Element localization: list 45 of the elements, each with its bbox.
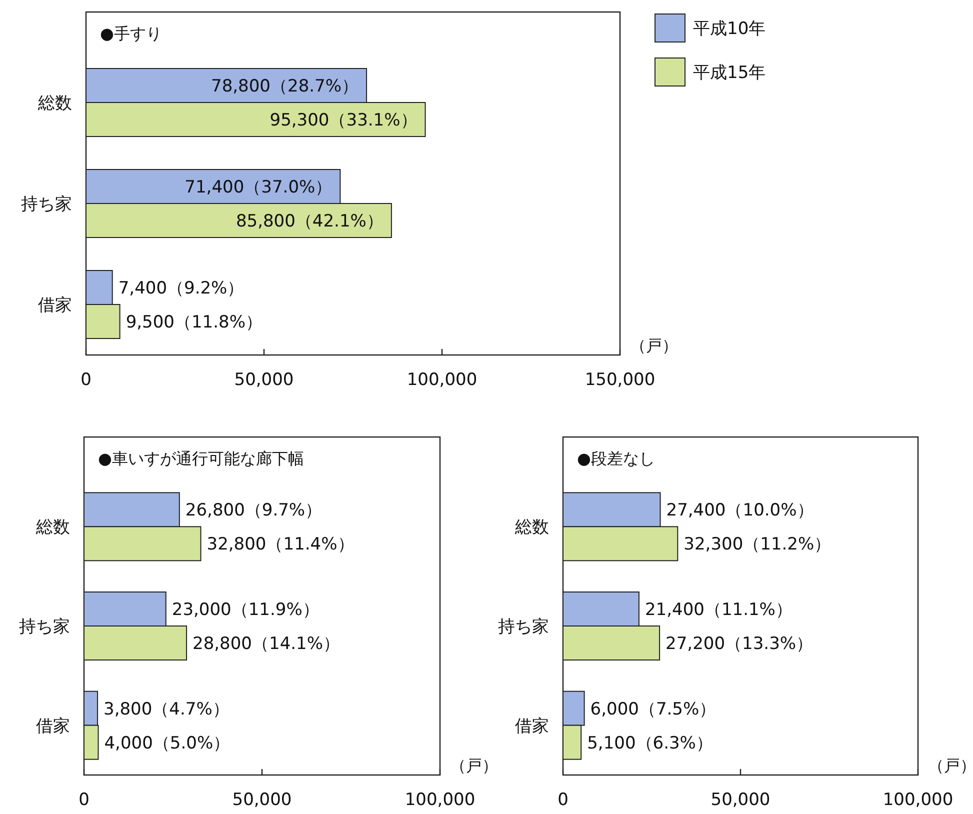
x-axis-title: （戸） (450, 756, 498, 775)
y-tick-label: 借家 (515, 716, 549, 736)
x-tick-label: 100,000 (406, 370, 478, 390)
y-tick-label: 総数 (37, 94, 72, 114)
text: ●車いすが通行可能な廊下幅 (98, 449, 304, 468)
data-label: 23,000（11.9%） (172, 600, 320, 620)
x-tick-label: 150,000 (584, 370, 656, 390)
data-label: 21,400（11.1%） (644, 600, 792, 620)
x-axis-title: （戸） (928, 756, 973, 775)
data-label: 32,800（11.4%） (206, 534, 354, 555)
text: ●手すり (100, 24, 162, 43)
data-label: 28,800（14.1%） (192, 634, 340, 654)
x-tick-label: 0 (80, 370, 92, 390)
y-tick-label: 持ち家 (19, 617, 70, 637)
x-tick-label: 100,000 (404, 790, 476, 810)
data-label: 3,800（4.7%） (104, 699, 230, 720)
x-tick-label: 0 (558, 790, 568, 810)
data-label: 5,100（6.3%） (587, 733, 713, 754)
legend-label: 平成15年 (693, 63, 766, 83)
y-tick-label: 借家 (36, 716, 70, 736)
x-axis-title: （戸） (630, 336, 678, 355)
data-label: 85,800（42.1%） (236, 212, 384, 232)
y-tick-label: 借家 (38, 296, 72, 316)
data-label: 26,800（9.7%） (185, 500, 322, 521)
data-label: 9,500（11.8%） (126, 312, 263, 332)
data-label: 4,000（5.0%） (104, 733, 230, 754)
data-label: 7,400（9.2%） (118, 278, 244, 298)
x-tick-label: 50,000 (234, 370, 294, 390)
x-tick-label: 0 (78, 790, 90, 810)
data-label: 6,000（7.5%） (590, 699, 716, 720)
y-tick-label: 総数 (35, 518, 70, 538)
data-label: 27,200（13.3%） (666, 634, 814, 654)
data-label: 71,400（37.0%） (184, 178, 332, 198)
data-label: 78,800（28.7%） (211, 76, 359, 96)
y-tick-label: 持ち家 (498, 617, 549, 637)
data-label: 95,300（33.1%） (270, 110, 418, 130)
x-tick-label: 50,000 (232, 790, 292, 810)
legend-label: 平成10年 (693, 19, 766, 39)
data-label: 32,300（11.2%） (684, 534, 832, 555)
data-label: 27,400（10.0%） (666, 500, 814, 521)
text: ●段差なし (577, 449, 655, 468)
y-tick-label: 持ち家 (21, 194, 72, 214)
y-tick-label: 総数 (514, 518, 549, 538)
x-tick-label: 50,000 (710, 790, 770, 810)
x-tick-label: 100,000 (882, 790, 954, 810)
